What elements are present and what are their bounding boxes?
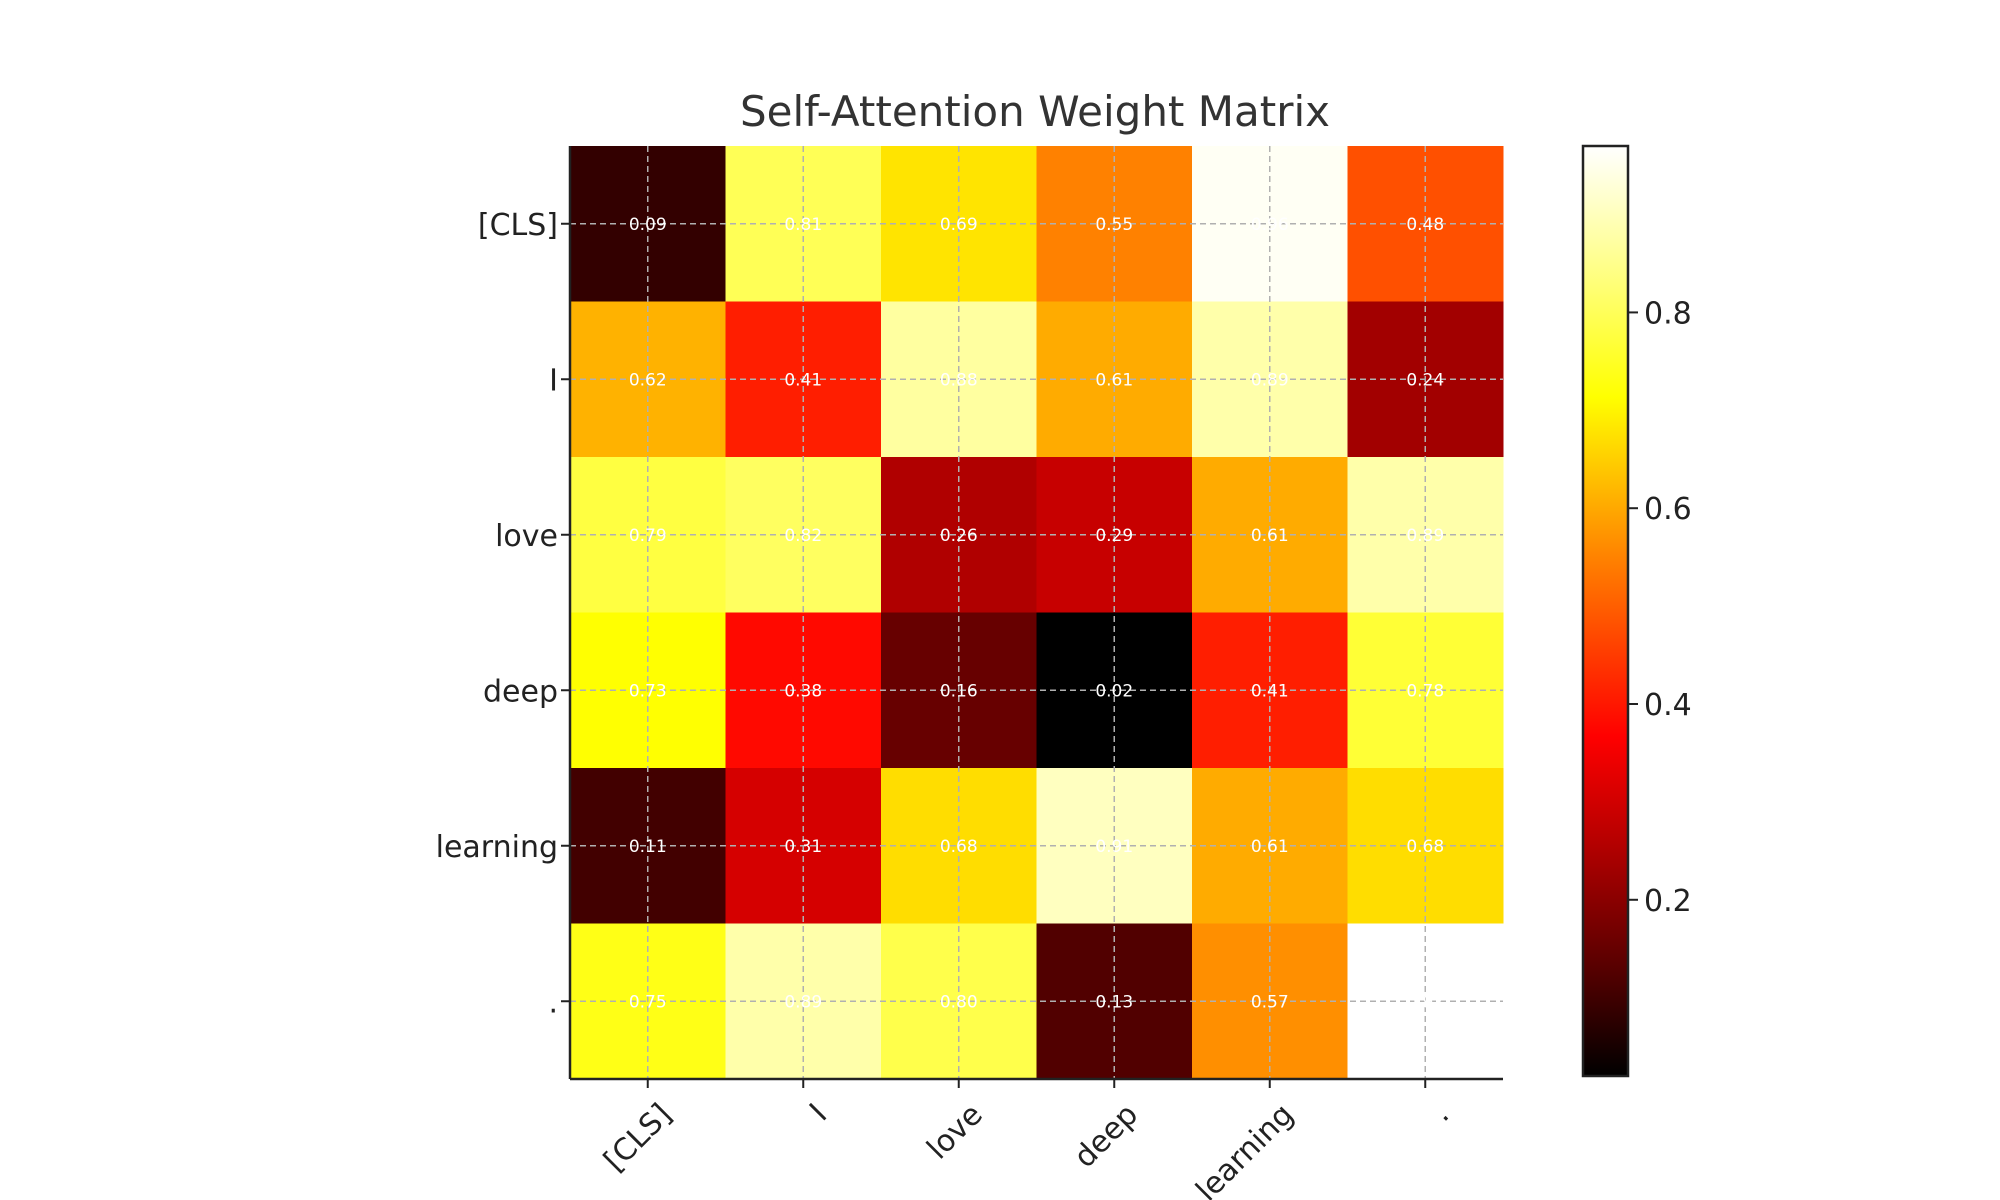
cell-value-label: 0.11 (629, 837, 667, 857)
chart-title: Self-Attention Weight Matrix (740, 87, 1330, 136)
cell-value-label: 0.13 (1095, 992, 1133, 1012)
y-tick-label: love (495, 519, 558, 554)
cell-value-label: 0.62 (629, 370, 667, 390)
cell-value-label: 0.31 (784, 837, 822, 857)
cell-value-label: 0.61 (1251, 837, 1289, 857)
y-tick-label: I (549, 363, 558, 398)
grid-lines (570, 146, 1503, 1079)
cell-value-label: 0.82 (784, 526, 822, 546)
cell-value-label: 0.69 (940, 215, 978, 235)
cell-value-label: 0.81 (784, 215, 822, 235)
cell-value-label: 0.73 (629, 681, 667, 701)
cell-value-label: 0.55 (1095, 215, 1133, 235)
cell-value-label: 0.24 (1406, 370, 1444, 390)
y-tick-label: learning (436, 830, 558, 865)
cell-value-label: 0.29 (1095, 526, 1133, 546)
x-tick-label: . (1425, 1097, 1456, 1128)
colorbar-frame (1581, 144, 1630, 1078)
x-tick-label: learning (1189, 1097, 1300, 1200)
cell-value-label: 0.88 (940, 370, 978, 390)
cell-value-label: 0.16 (940, 681, 978, 701)
x-tick-label: [CLS] (597, 1097, 678, 1178)
cell-value-label: 0.38 (784, 681, 822, 701)
cell-value-label: 0.68 (1406, 837, 1444, 857)
cell-value-label: 0.68 (940, 837, 978, 857)
x-tick-label: love (920, 1097, 989, 1166)
colorbar-tick-label: 0.2 (1644, 884, 1692, 919)
cell-value-label: 0.79 (629, 526, 667, 546)
colorbar-tick-label: 0.6 (1644, 492, 1692, 527)
cell-value-label: 0.02 (1095, 681, 1133, 701)
cell-value-label: 0.97 (1406, 992, 1444, 1012)
cell-value-label: 0.75 (629, 992, 667, 1012)
cell-value-label: 0.89 (784, 992, 822, 1012)
colorbar-gradient (1583, 146, 1628, 1076)
cell-value-label: 0.80 (940, 992, 978, 1012)
cell-value-label: 0.61 (1095, 370, 1133, 390)
y-tick-label: . (548, 985, 558, 1020)
cell-value-label: 0.91 (1095, 837, 1133, 857)
colorbar-tick-label: 0.4 (1644, 688, 1692, 723)
cell-value-label: 0.57 (1251, 992, 1289, 1012)
colorbar-tick-label: 0.8 (1644, 296, 1692, 331)
x-tick-label: I (803, 1097, 834, 1128)
cell-value-label: 0.89 (1251, 370, 1289, 390)
cell-value-label: 0.41 (1251, 681, 1289, 701)
cell-value-label: 0.89 (1406, 526, 1444, 546)
cell-value-labels: 0.09 0.81 0.69 0.55 0.96 0.48 0.62 0.41 0.88 0.61… (629, 215, 1444, 1013)
x-tick-label: deep (1067, 1097, 1145, 1175)
colorbar: 0.2 0.4 0.6 0.8 (1581, 144, 1692, 1078)
cell-value-label: 0.48 (1406, 215, 1444, 235)
y-tick-label: deep (483, 674, 558, 709)
heatmap-cells (570, 146, 1504, 1080)
y-tick-label: [CLS] (478, 208, 558, 243)
cell-value-label: 0.96 (1251, 215, 1289, 235)
cell-value-label: 0.41 (784, 370, 822, 390)
cell-value-label: 0.09 (629, 215, 667, 235)
cell-value-label: 0.26 (940, 526, 978, 546)
cell-value-label: 0.61 (1251, 526, 1289, 546)
cell-value-label: 0.78 (1406, 681, 1444, 701)
